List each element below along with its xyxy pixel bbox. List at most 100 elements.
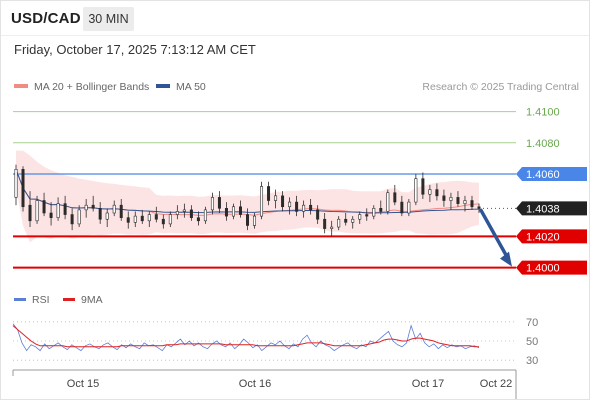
price-tag-bg bbox=[516, 260, 587, 275]
candle-body bbox=[344, 218, 348, 223]
legend-rsi-ma: 9MA bbox=[63, 294, 103, 306]
price-tag-label: 1.4060 bbox=[526, 169, 560, 181]
candle-body bbox=[393, 192, 397, 203]
candle-body bbox=[91, 204, 95, 209]
datetime-label: Friday, October 17, 2025 7:13:12 AM CET bbox=[14, 42, 256, 57]
candle-body bbox=[330, 226, 334, 229]
price-tag-label: 1.4038 bbox=[526, 203, 560, 215]
candle-body bbox=[386, 192, 390, 212]
candle-body bbox=[274, 195, 278, 201]
candle-body bbox=[84, 204, 88, 211]
projection-arrow-head bbox=[500, 251, 512, 267]
price-tag-label: 1.4100 bbox=[526, 107, 560, 119]
candle-body bbox=[477, 206, 481, 209]
candle-body bbox=[189, 209, 193, 218]
candle-body bbox=[414, 178, 418, 203]
candle-body bbox=[463, 200, 467, 204]
header-divider bbox=[1, 35, 589, 36]
ma20-swatch bbox=[14, 84, 28, 89]
candle-body bbox=[217, 197, 221, 209]
candle-body bbox=[246, 214, 250, 226]
price-tag-2: 1.4060 bbox=[516, 167, 587, 181]
projection-arrow-shaft bbox=[479, 208, 510, 261]
bollinger-band bbox=[16, 150, 479, 243]
price-tag-4: 1.4020 bbox=[516, 229, 587, 244]
candle-body bbox=[372, 208, 376, 217]
candle-body bbox=[400, 201, 404, 214]
symbol-title: USD/CAD bbox=[11, 10, 81, 27]
candle-body bbox=[421, 178, 425, 195]
price-tag-bg bbox=[516, 167, 587, 181]
rsi-ma-swatch bbox=[63, 297, 75, 301]
candle-body bbox=[316, 209, 320, 220]
candle-body bbox=[119, 204, 123, 218]
rsi-label: RSI bbox=[32, 294, 50, 306]
x-tick-label: Oct 22 bbox=[480, 378, 512, 390]
candle-body bbox=[140, 215, 144, 222]
candle-body bbox=[196, 217, 200, 222]
candle-body bbox=[224, 208, 228, 217]
candle-body bbox=[435, 189, 439, 197]
candle-body bbox=[210, 197, 214, 211]
candle-body bbox=[365, 214, 369, 217]
price-tag-bg bbox=[516, 229, 587, 244]
candle-body bbox=[14, 169, 18, 198]
candle-body bbox=[295, 201, 299, 212]
ma50-swatch bbox=[156, 84, 170, 89]
candle-body bbox=[56, 203, 60, 218]
candle-body bbox=[288, 201, 292, 208]
candle-body bbox=[351, 218, 355, 223]
candle-body bbox=[161, 218, 165, 225]
price-tag-5: 1.4000 bbox=[516, 260, 587, 275]
candle-body bbox=[42, 200, 46, 214]
rsi-tick-label: 50 bbox=[526, 336, 538, 348]
candle-body bbox=[133, 215, 137, 223]
candle-body bbox=[267, 186, 271, 201]
legend-ma20: MA 20 + Bollinger Bands bbox=[14, 81, 149, 93]
rsi-tick-label: 70 bbox=[526, 317, 538, 329]
candle-body bbox=[428, 189, 432, 195]
candle-body bbox=[449, 197, 453, 201]
price-tag-label: 1.4020 bbox=[526, 231, 560, 243]
price-tag-3: 1.4038 bbox=[516, 201, 587, 216]
price-tag-label: 1.4000 bbox=[526, 263, 560, 275]
candle-body bbox=[407, 201, 411, 214]
x-tick-label: Oct 15 bbox=[67, 378, 99, 390]
candle-body bbox=[126, 217, 130, 223]
candle-body bbox=[260, 186, 264, 217]
rsi-ma-line bbox=[12, 325, 479, 348]
candle-body bbox=[379, 208, 383, 212]
ma50-label: MA 50 bbox=[176, 81, 206, 93]
price-tag-label: 1.4080 bbox=[526, 138, 560, 150]
rsi-tick-label: 30 bbox=[526, 355, 538, 367]
candle-body bbox=[358, 214, 362, 220]
candle-body bbox=[112, 204, 116, 214]
candle-body bbox=[63, 203, 67, 215]
candle-body bbox=[77, 209, 81, 225]
candle-body bbox=[238, 206, 242, 215]
x-tick-label: Oct 16 bbox=[239, 378, 271, 390]
legend-rsi: RSI bbox=[14, 294, 50, 306]
ma20-label: MA 20 + Bollinger Bands bbox=[34, 81, 150, 93]
candle-body bbox=[253, 215, 257, 226]
candle-body bbox=[147, 214, 151, 222]
timeframe-badge[interactable]: 30 MIN bbox=[83, 7, 134, 31]
candle-body bbox=[309, 204, 313, 211]
candle-body bbox=[98, 208, 102, 220]
rsi-swatch bbox=[14, 297, 26, 301]
candle-body bbox=[281, 195, 285, 208]
candle-body bbox=[203, 209, 207, 222]
candle-body bbox=[302, 204, 306, 212]
candle-body bbox=[49, 212, 53, 218]
candle-body bbox=[168, 214, 172, 225]
candle-body bbox=[154, 214, 158, 220]
candle-body bbox=[442, 195, 446, 201]
candle-body bbox=[105, 212, 109, 220]
copyright-text: Research © 2025 Trading Central bbox=[422, 81, 579, 93]
candle-body bbox=[182, 209, 186, 212]
candle-body bbox=[21, 169, 25, 208]
candle-body bbox=[231, 206, 235, 217]
price-tag-bg bbox=[516, 201, 587, 216]
